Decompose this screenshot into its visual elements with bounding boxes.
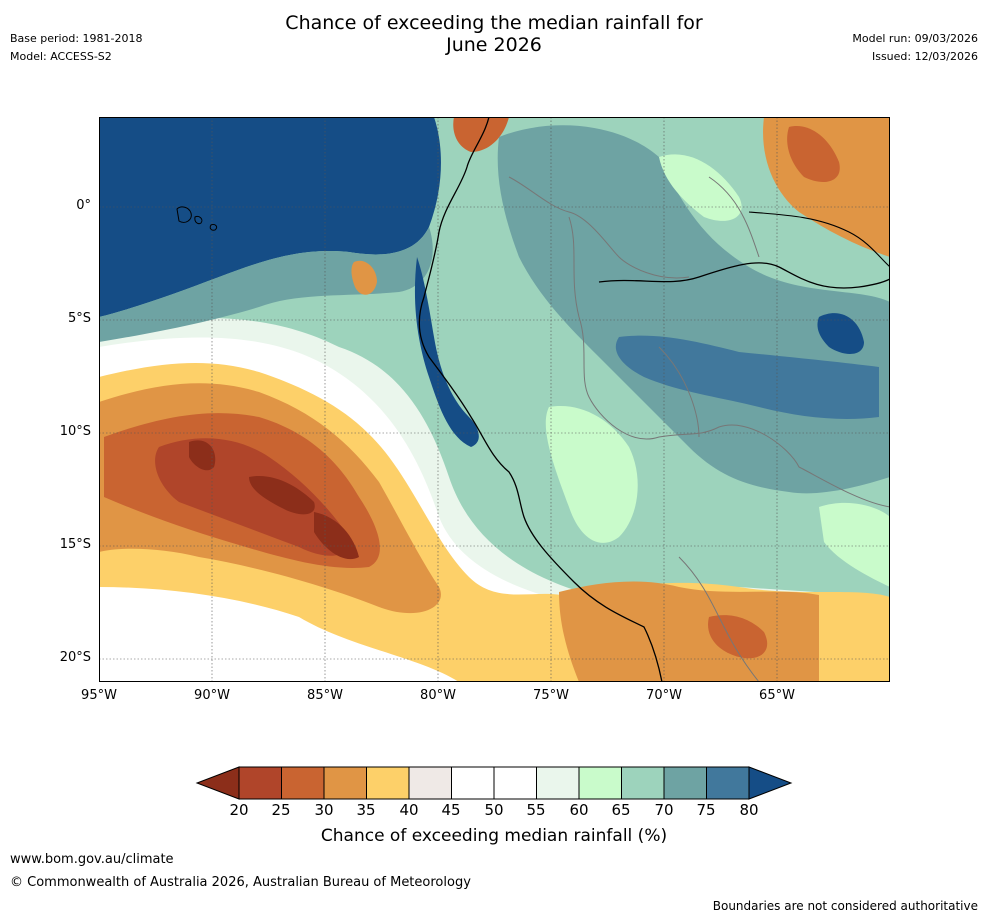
dry-zone-core — [189, 440, 359, 560]
colorbar-tick-50: 50 — [484, 801, 504, 819]
lat-label-20s: 20°S — [59, 650, 91, 665]
lon-label-80w: 80°W — [420, 688, 456, 703]
galapagos-islands — [176, 206, 218, 231]
colorbar-tick-40: 40 — [399, 801, 419, 819]
colorbar-segment — [493, 766, 537, 800]
colorbar-tick-80: 80 — [739, 801, 759, 819]
colorbar-segment — [451, 766, 495, 800]
colorbar-tick-35: 35 — [356, 801, 376, 819]
lon-label-75w: 75°W — [533, 688, 569, 703]
wet-blue-ocean — [99, 117, 441, 317]
andes-light-green — [545, 406, 638, 543]
colorbar-tick-45: 45 — [441, 801, 461, 819]
model-run-text: Model run: 09/03/2026 — [852, 32, 978, 45]
interior-wet-deep — [817, 313, 864, 354]
base-period-text: Base period: 1981-2018 — [10, 32, 143, 45]
lat-label-5s: 5°S — [67, 311, 91, 326]
colorbar-tick-55: 55 — [526, 801, 546, 819]
colorbar-segment — [621, 766, 665, 800]
colorbar-tick-30: 30 — [314, 801, 334, 819]
colorbar-tick-70: 70 — [654, 801, 674, 819]
colorbar-segment — [663, 766, 707, 800]
colorbar-tick-75: 75 — [696, 801, 716, 819]
lon-label-90w: 90°W — [194, 688, 230, 703]
colorbar — [195, 766, 793, 800]
model-text: Model: ACCESS-S2 — [10, 50, 112, 63]
colorbar-segment — [578, 766, 622, 800]
lon-label-85w: 85°W — [307, 688, 343, 703]
rainfall-map — [99, 117, 890, 682]
copyright-text: © Commonwealth of Australia 2026, Austra… — [10, 875, 471, 890]
mid-ocean-dry-spot — [351, 260, 377, 295]
colorbar-label: Chance of exceeding median rainfall (%) — [320, 826, 668, 846]
page-title: Chance of exceeding the median rainfall … — [0, 12, 988, 56]
se-dry-zone-dark — [708, 615, 768, 659]
map-frame — [99, 117, 890, 682]
lat-label-0: 0° — [76, 198, 91, 213]
colorbar-segment — [408, 766, 452, 800]
north-coast — [748, 211, 890, 268]
disclaimer-text: Boundaries are not considered authoritat… — [712, 899, 978, 913]
colorbar-segment — [536, 766, 580, 800]
title-line-1: Chance of exceeding the median rainfall … — [285, 12, 703, 34]
amazon-river-coast — [598, 262, 890, 289]
colorbar-segment — [366, 766, 410, 800]
interior-wet-core — [615, 335, 879, 419]
coastal-wet-strip — [414, 257, 479, 447]
colorbar-segment — [706, 766, 750, 800]
colorbar-tick-60: 60 — [569, 801, 589, 819]
issued-text: Issued: 12/03/2026 — [871, 50, 978, 63]
lon-label-70w: 70°W — [646, 688, 682, 703]
lon-label-65w: 65°W — [759, 688, 795, 703]
country-borders — [508, 176, 890, 682]
colorbar-tick-20: 20 — [229, 801, 249, 819]
website-link[interactable]: www.bom.gov.au/climate — [10, 852, 174, 867]
colorbar-segment — [323, 766, 367, 800]
colorbar-extend-low — [195, 766, 240, 800]
north-light-green — [659, 154, 742, 221]
colorbar-segment — [281, 766, 325, 800]
east-light-green — [819, 502, 890, 587]
north-dry-spot — [453, 117, 509, 152]
south-america-coastline — [418, 117, 663, 682]
se-dry-zone — [559, 581, 819, 682]
colorbar-tick-65: 65 — [611, 801, 631, 819]
wet-blue-edge — [99, 227, 433, 342]
lat-label-10s: 10°S — [59, 424, 91, 439]
lat-label-15s: 15°S — [59, 537, 91, 552]
title-line-2: June 2026 — [446, 34, 542, 56]
colorbar-tick-25: 25 — [271, 801, 291, 819]
colorbar-segment — [238, 766, 282, 800]
colorbar-extend-high — [748, 766, 793, 800]
ne-dry-zone-dark — [787, 126, 840, 182]
lon-label-95w: 95°W — [81, 688, 117, 703]
graticule — [99, 117, 890, 682]
